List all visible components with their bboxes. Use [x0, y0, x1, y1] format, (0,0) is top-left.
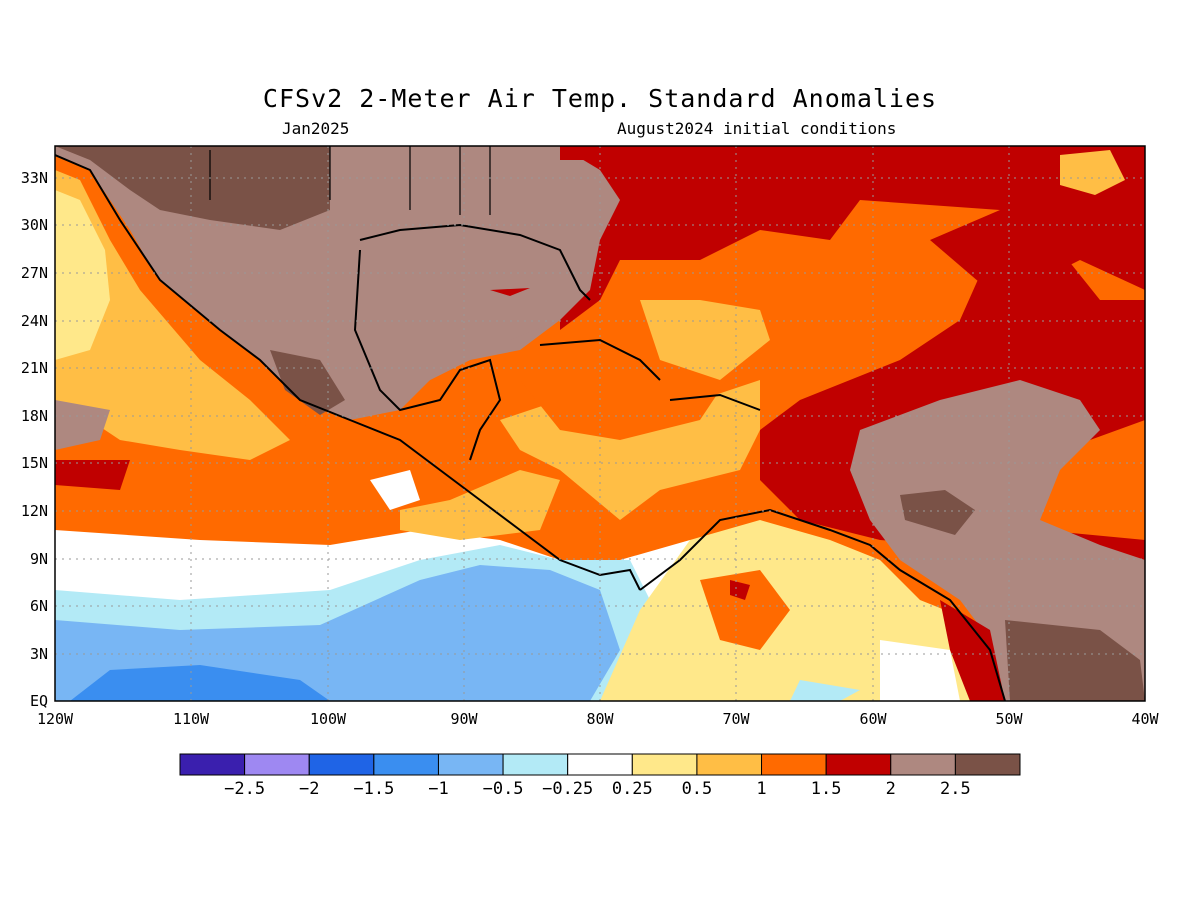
anomaly-field — [55, 146, 1145, 701]
gulf-red-spot — [490, 288, 530, 296]
caribbean-warm-1.5 — [520, 360, 740, 440]
lat-tick-label: 33N — [21, 169, 48, 187]
subtitle-initial-conditions: August2024 initial conditions — [617, 119, 897, 138]
gulf-coastline — [353, 223, 591, 461]
colorbar-swatch — [954, 753, 1021, 776]
coastal-warm-2 — [940, 600, 1005, 701]
colorbar: −2.5 −2 −1.5 −1 −0.5 −0.25 0.25 0.5 1 1.5 2 2.5 — [179, 753, 1021, 799]
colorbar-label: 2.5 — [940, 779, 971, 799]
colorbar-swatch — [696, 753, 763, 776]
lat-tick-label: 12N — [21, 502, 48, 520]
bahamas-warm-1 — [640, 300, 770, 380]
pacific-white-patch — [370, 470, 420, 510]
graticule — [55, 146, 1145, 701]
colorbar-label: −2.5 — [224, 779, 265, 799]
region-warm-3 — [1005, 620, 1145, 701]
guyana-neutral — [880, 640, 960, 701]
lat-tick-label: 30N — [21, 216, 48, 234]
colorbar-swatch — [890, 753, 956, 776]
colorbar-label: −1 — [428, 779, 448, 799]
colorbar-swatch — [631, 753, 698, 776]
central-america-warm-1 — [400, 470, 560, 540]
lon-tick-label: 100W — [310, 710, 347, 728]
lat-axis: EQ 3N 6N 9N 12N 15N 18N 21N 24N 27N 30N … — [21, 169, 48, 710]
lat-tick-label: 6N — [30, 597, 48, 615]
pacific-cool-1 — [70, 665, 330, 701]
colorbar-label: −2 — [299, 779, 319, 799]
colorbar-swatch — [761, 753, 827, 776]
colorbar-swatch — [179, 753, 246, 776]
lat-tick-label: 24N — [21, 312, 48, 330]
region-warm-2.5 — [850, 380, 1145, 701]
lon-tick-label: 110W — [173, 710, 210, 728]
colorbar-label: 0.25 — [612, 779, 653, 799]
colorbar-swatch — [567, 753, 633, 776]
lon-tick-label: 40W — [1131, 710, 1159, 728]
region-warm-1 — [1060, 150, 1125, 195]
colorbar-swatch — [502, 753, 569, 776]
lon-tick-label: 90W — [450, 710, 478, 728]
colorbar-label: 1.5 — [811, 779, 842, 799]
colorbar-swatch — [825, 753, 892, 776]
lon-axis: 120W 110W 100W 90W 80W 70W 60W 50W 40W — [37, 710, 1160, 728]
lon-tick-label: 60W — [859, 710, 887, 728]
coastlines — [55, 146, 1006, 701]
lon-tick-label: 120W — [37, 710, 74, 728]
region-warm-2c — [560, 146, 650, 160]
colorbar-label: 0.5 — [682, 779, 713, 799]
colorbar-swatch — [308, 753, 375, 776]
venezuela-warm-1.5 — [700, 570, 790, 650]
pacific-warm-0.5 — [55, 190, 110, 360]
colorbar-swatch — [437, 753, 504, 776]
lat-tick-label: 21N — [21, 359, 48, 377]
colorbar-swatch — [244, 753, 310, 776]
south-america-coastline — [639, 508, 1006, 701]
lat-tick-label: 27N — [21, 264, 48, 282]
colorbar-label: −0.5 — [483, 779, 524, 799]
colorbar-swatch — [373, 753, 439, 776]
map-frame — [54, 145, 1146, 702]
lon-tick-label: 80W — [586, 710, 614, 728]
pacific-brown-patch — [55, 400, 110, 450]
pacific-warm-1 — [55, 170, 290, 460]
colorbar-label: 2 — [886, 779, 896, 799]
lat-tick-label: 3N — [30, 645, 48, 663]
lat-tick-label: 18N — [21, 407, 48, 425]
colorbar-label: −1.5 — [353, 779, 394, 799]
amazon-cool — [790, 680, 860, 701]
land-north-america-dark — [55, 146, 330, 230]
lon-tick-label: 50W — [995, 710, 1023, 728]
lat-tick-label: EQ — [30, 692, 48, 710]
venezuela-warm-2 — [730, 580, 750, 600]
colorbar-label: −0.25 — [542, 779, 593, 799]
lon-tick-label: 70W — [722, 710, 750, 728]
colorbar-label: 1 — [756, 779, 766, 799]
lat-tick-label: 9N — [30, 550, 48, 568]
caribbean-islands — [539, 338, 761, 411]
state-borders — [209, 146, 491, 215]
gulf-of-mexico — [360, 225, 570, 410]
region-warm-3b — [900, 490, 975, 535]
subtitle-month: Jan2025 — [282, 119, 350, 138]
map-title: CFSv2 2-Meter Air Temp. Standard Anomali… — [262, 84, 938, 113]
lat-tick-label: 15N — [21, 454, 48, 472]
pacific-red-patch — [55, 460, 130, 490]
pacific-coastline — [55, 154, 641, 591]
land-mexico-dark — [270, 350, 345, 415]
